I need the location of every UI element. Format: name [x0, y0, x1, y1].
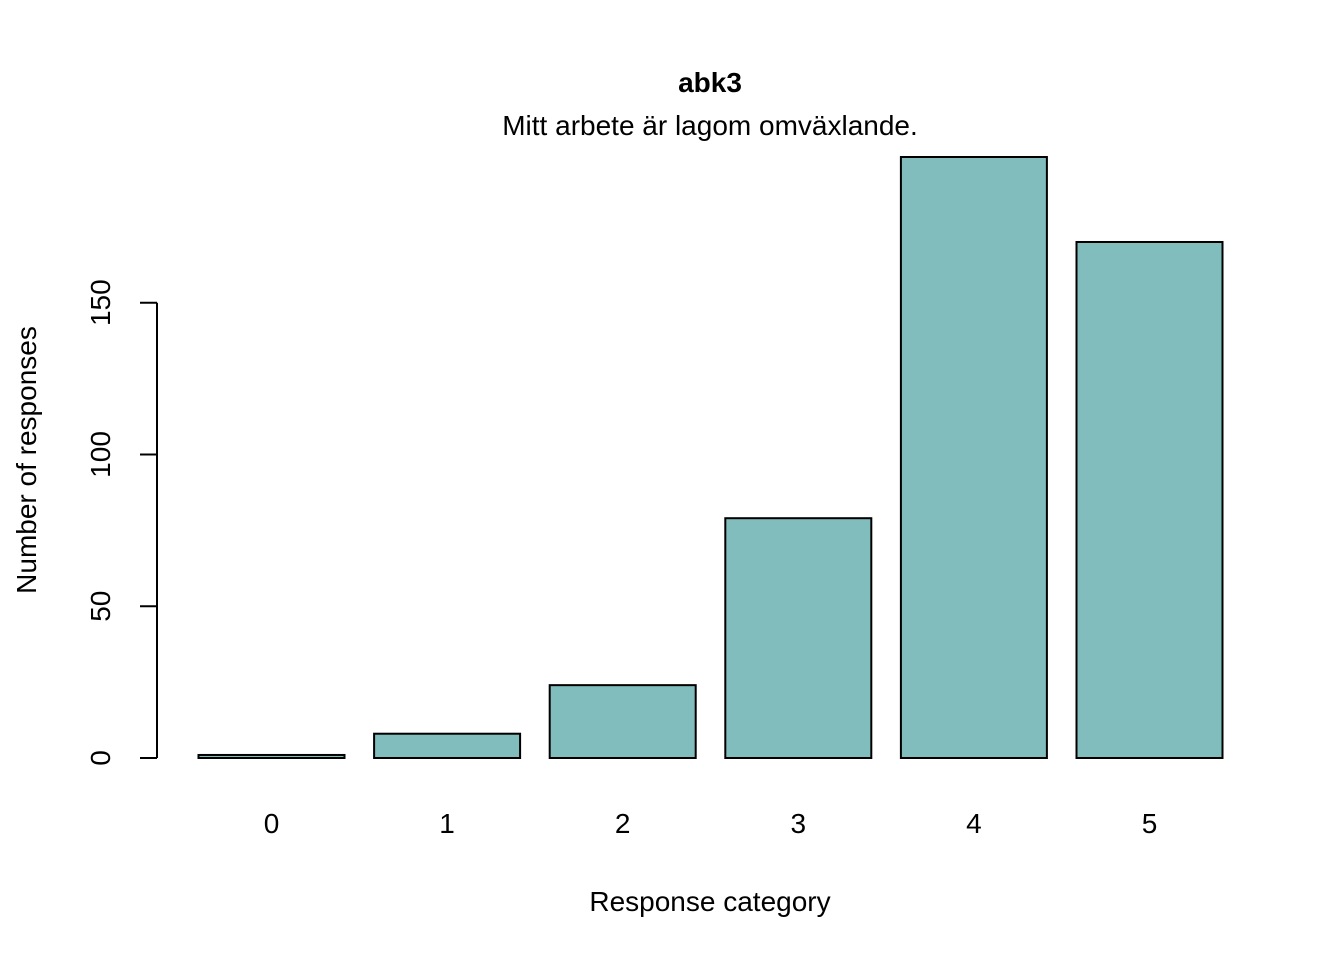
bar-4: [899, 156, 1048, 759]
bar-5: [1075, 240, 1224, 759]
bar-3: [724, 517, 873, 760]
bar-2: [548, 684, 697, 759]
y-axis: 0 50 100 150: [85, 279, 158, 766]
x-tick-label: 1: [439, 808, 455, 839]
y-tick-label: 50: [85, 591, 116, 622]
x-tick-label: 0: [264, 808, 280, 839]
y-axis-label: Number of responses: [11, 326, 42, 594]
x-axis-label: Response category: [589, 886, 830, 917]
y-tick-label: 0: [85, 750, 116, 766]
x-axis-tick-labels: 0 1 2 3 4 5: [264, 808, 1158, 839]
x-tick-label: 4: [966, 808, 982, 839]
bar-0: [197, 753, 346, 760]
chart-subtitle: Mitt arbete är lagom omväxlande.: [502, 110, 918, 141]
bars: [197, 156, 1224, 760]
x-tick-label: 3: [791, 808, 807, 839]
y-tick-label: 100: [85, 431, 116, 478]
y-tick-label: 150: [85, 279, 116, 326]
x-tick-label: 5: [1142, 808, 1158, 839]
x-tick-label: 2: [615, 808, 631, 839]
chart-title: abk3: [678, 67, 742, 98]
bar-1: [373, 732, 522, 759]
